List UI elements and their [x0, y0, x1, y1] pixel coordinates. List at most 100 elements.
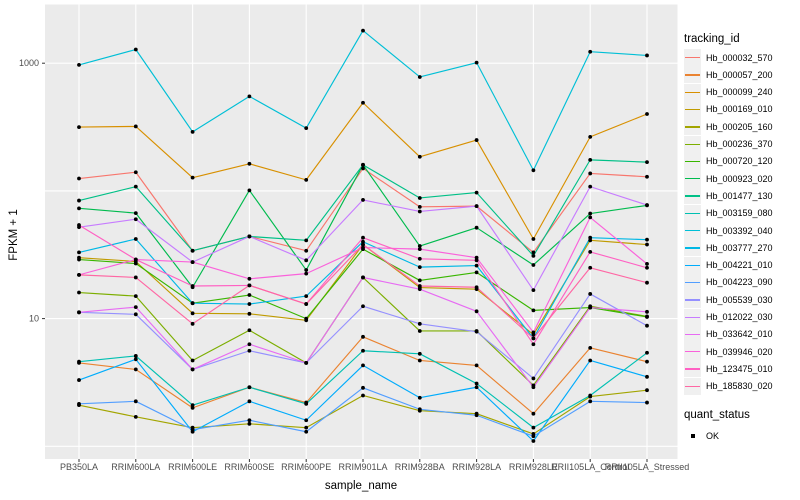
data-point-Hb_123475_010-RRIM928LE — [531, 342, 536, 347]
data-point-Hb_005539_030-RRII105LA_Stressed — [645, 323, 649, 328]
data-point-Hb_003777_270-RRIM600LA — [133, 237, 138, 241]
data-point-Hb_000236_370-RRIM928BA — [417, 329, 422, 333]
data-point-Hb_039946_020-RRIM928LA — [474, 255, 479, 260]
data-point-Hb_003777_270-RRII105LA_Stressed — [645, 237, 649, 242]
x-tick-label-RRIM928LA: RRIM928LA — [452, 462, 501, 472]
legend-item-label: Hb_004221_010 — [706, 260, 773, 271]
legend-item-Hb_003159_080: Hb_003159_080 — [684, 204, 773, 222]
data-point-Hb_003392_040-PB350LA — [77, 62, 81, 67]
data-point-Hb_012022_030-RRIM901LA — [361, 198, 365, 202]
data-point-Hb_004223_090-RRIM928LE — [531, 434, 536, 439]
legend-item-label: Hb_000057_200 — [706, 69, 773, 80]
legend-key-Hb_004223_090 — [684, 273, 701, 291]
data-point-Hb_003392_040-RRII105LA_Control — [588, 49, 593, 54]
x-tick-label-RRII105LA_Control: RRII105LA_Control — [551, 462, 629, 472]
data-point-Hb_003777_270-RRIM928LA — [474, 263, 479, 268]
data-point-Hb_001477_130-RRIM928LA — [474, 190, 479, 195]
data-point-Hb_012022_030-RRIM600LA — [133, 217, 138, 222]
data-point-Hb_000099_240-RRIM901LA — [361, 100, 365, 105]
data-point-Hb_004221_010-RRIM600LA — [133, 357, 138, 362]
legend-item-Hb_033642_010: Hb_033642_010 — [684, 325, 773, 343]
data-point-Hb_033642_010-PB350LA — [77, 310, 81, 315]
data-point-Hb_001477_130-RRIM928LE — [531, 253, 536, 258]
data-point-Hb_000236_370-RRIM600LE — [190, 358, 195, 363]
data-point-Hb_004223_090-RRIM928BA — [417, 407, 422, 412]
legend-line-swatch-icon — [685, 351, 700, 353]
data-point-Hb_000057_200-RRIM901LA — [361, 334, 365, 339]
legend-item-label: Hb_000923_020 — [706, 173, 773, 184]
data-point-Hb_004221_010-RRIM928BA — [417, 395, 422, 400]
data-point-Hb_000205_160-RRII105LA_Stressed — [645, 388, 649, 393]
data-point-Hb_000057_200-RRIM928BA — [417, 358, 422, 363]
data-point-Hb_000169_010-RRIM600SE — [247, 311, 252, 316]
x-tick-label-PB350LA: PB350LA — [60, 462, 98, 472]
data-point-Hb_004221_010-RRIM901LA — [361, 363, 365, 368]
data-point-Hb_003159_080-PB350LA — [77, 359, 81, 364]
data-point-Hb_004223_090-PB350LA — [77, 401, 81, 406]
legend-item-Hb_000236_370: Hb_000236_370 — [684, 135, 773, 153]
legend-item-Hb_000057_200: Hb_000057_200 — [684, 66, 773, 84]
data-point-Hb_003777_270-RRIM600SE — [247, 302, 252, 306]
legend-key-Hb_003392_040 — [684, 222, 701, 239]
legend-item-Hb_005539_030: Hb_005539_030 — [684, 291, 773, 309]
data-point-Hb_005539_030-RRII105LA_Control — [588, 292, 593, 296]
data-point-Hb_001477_130-RRIM928BA — [417, 196, 422, 200]
legend-line-swatch-icon — [685, 212, 700, 215]
legend-key-Hb_001477_130 — [684, 187, 701, 205]
data-point-Hb_003777_270-RRIM928BA — [417, 265, 422, 270]
legend-item-Hb_000720_120: Hb_000720_120 — [684, 152, 773, 170]
data-point-Hb_004221_010-RRIM600SE — [247, 399, 252, 404]
data-point-Hb_039946_020-RRII105LA_Control — [588, 215, 593, 220]
legend-item-label: Hb_000720_120 — [706, 156, 773, 167]
legend-line-swatch-icon — [685, 178, 700, 180]
data-point-Hb_033642_010-RRIM901LA — [361, 275, 365, 280]
data-point-Hb_003159_080-RRIM600LE — [190, 403, 195, 408]
legend-item-Hb_000169_010: Hb_000169_010 — [684, 100, 773, 118]
data-point-Hb_000032_570-RRIM600PE — [304, 248, 309, 253]
data-point-Hb_001477_130-RRIM901LA — [361, 162, 365, 167]
legend-key-Hb_000923_020 — [684, 170, 701, 188]
data-point-Hb_123475_010-RRIM928BA — [417, 256, 422, 261]
data-point-Hb_012022_030-RRIM928BA — [417, 209, 422, 214]
data-point-Hb_003777_270-RRII105LA_Control — [588, 235, 593, 240]
data-point-Hb_000169_010-RRII105LA_Stressed — [645, 242, 649, 247]
legend-key-Hb_012022_030 — [684, 308, 701, 326]
legend-item-Hb_004221_010: Hb_004221_010 — [684, 256, 773, 274]
legend-item-label: Hb_033642_010 — [706, 329, 773, 340]
data-point-Hb_033642_010-RRII105LA_Control — [588, 305, 593, 310]
data-point-Hb_123475_010-RRIM600LE — [190, 284, 195, 288]
legend-item-Hb_001477_130: Hb_001477_130 — [684, 187, 773, 205]
data-point-Hb_000057_200-RRIM928LE — [531, 411, 536, 416]
legend-key-Hb_123475_010 — [684, 360, 701, 378]
data-point-Hb_000099_240-RRIM600LE — [190, 175, 195, 180]
legend-item-Hb_000205_160: Hb_000205_160 — [684, 118, 773, 136]
data-point-Hb_003777_270-RRIM600PE — [304, 294, 309, 299]
legend-line-swatch-icon — [685, 316, 700, 318]
legend-line-swatch-icon — [685, 108, 700, 111]
legend-item-Hb_012022_030: Hb_012022_030 — [684, 308, 773, 326]
legend-line-swatch-icon — [685, 333, 700, 336]
data-point-Hb_039946_020-RRIM600PE — [304, 271, 309, 276]
legend-key-Hb_000720_120 — [684, 152, 701, 170]
data-point-Hb_000032_570-RRIM600LA — [133, 170, 138, 175]
legend-key-Hb_039946_020 — [684, 343, 701, 361]
data-point-Hb_000057_200-RRIM600LA — [133, 367, 138, 372]
legend-key-Hb_003159_080 — [684, 204, 701, 222]
data-point-Hb_012022_030-RRIM600SE — [247, 234, 252, 239]
data-point-Hb_123475_010-RRII105LA_Stressed — [645, 265, 649, 270]
data-point-Hb_003392_040-RRIM600LE — [190, 129, 195, 134]
legend-line-swatch-icon — [685, 368, 700, 370]
data-point-Hb_123475_010-PB350LA — [77, 223, 81, 227]
data-point-Hb_000720_120-RRIM600SE — [247, 293, 252, 297]
data-point-Hb_000923_020-PB350LA — [77, 206, 81, 211]
legend-key-Hb_000057_200 — [684, 66, 701, 84]
data-point-Hb_004223_090-RRII105LA_Stressed — [645, 400, 649, 405]
data-point-Hb_000205_160-RRIM901LA — [361, 393, 365, 398]
data-point-Hb_000236_370-RRIM600SE — [247, 328, 252, 333]
data-point-Hb_039946_020-RRIM928LE — [531, 330, 536, 335]
data-point-Hb_004223_090-RRIM600LE — [190, 427, 195, 432]
data-point-Hb_185830_020-RRIM928BA — [417, 284, 422, 288]
data-point-Hb_000099_240-RRIM928LA — [474, 138, 479, 142]
data-point-Hb_185830_020-RRII105LA_Control — [588, 265, 593, 270]
data-point-Hb_000032_570-RRII105LA_Control — [588, 171, 593, 176]
